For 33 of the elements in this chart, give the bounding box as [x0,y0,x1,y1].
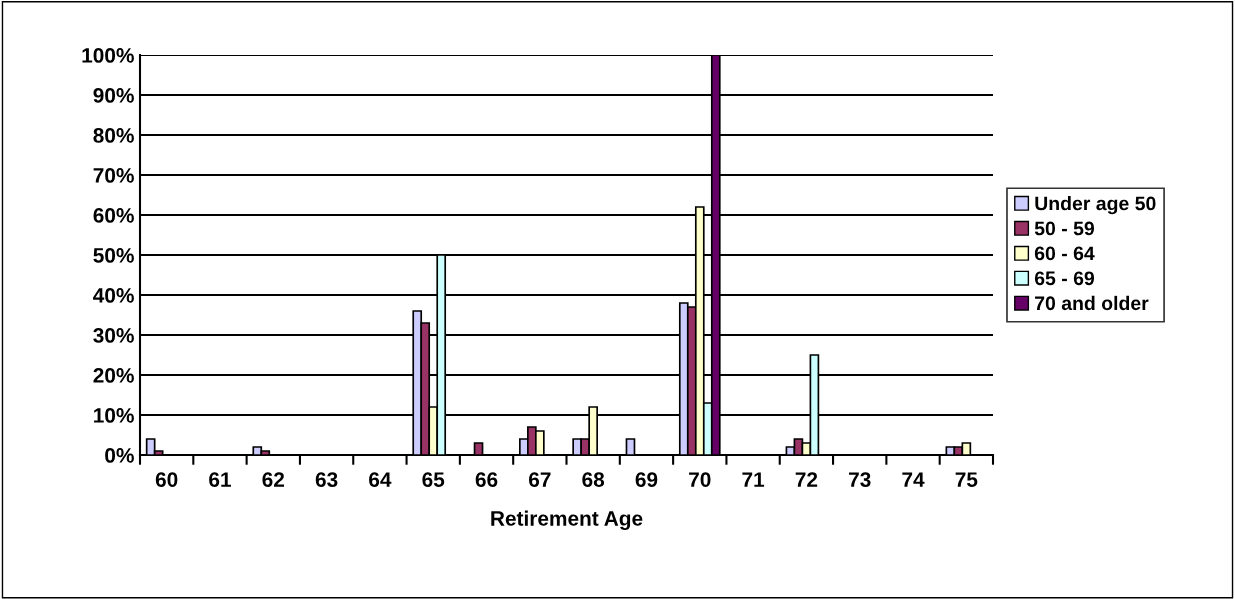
x-tick-label: 72 [795,472,818,487]
legend-label: 60 - 64 [1034,246,1095,261]
y-tick-label: 20% [93,368,134,383]
x-tick-label: 62 [262,472,285,487]
x-tick-label: 63 [315,472,338,487]
x-tick-label: 66 [475,472,498,487]
y-tick-label: 30% [93,328,134,343]
legend-label: Under age 50 [1035,196,1156,215]
x-tick-label: 61 [209,472,231,487]
y-tick-label: 80% [93,128,134,143]
x-tick-label: 68 [582,472,605,487]
x-tick-label: 67 [529,472,551,487]
y-tick-label: 90% [93,88,134,103]
x-tick-label: 60 [155,472,178,487]
legend-label: 65 - 69 [1034,271,1095,286]
x-tick-label: 64 [369,472,392,487]
x-tick-label: 74 [902,472,925,487]
legend-label: 50 - 59 [1034,221,1095,236]
x-tick-label: 69 [635,472,658,487]
y-tick-label: 10% [94,408,134,423]
x-axis-title: Retirement Age [491,510,643,531]
x-tick-label: 65 [422,472,445,487]
x-tick-label: 70 [689,472,711,487]
y-tick-label: 100% [82,48,134,63]
y-tick-label: 60% [93,208,134,223]
y-tick-label: 0% [105,448,134,463]
legend-label: 70 and older [1035,295,1149,311]
y-tick-label: 40% [93,288,134,303]
y-tick-label: 50% [93,248,134,263]
x-tick-label: 71 [742,472,765,487]
x-tick-label: 75 [955,472,978,487]
y-tick-label: 70% [93,168,134,183]
x-tick-label: 73 [849,472,871,487]
